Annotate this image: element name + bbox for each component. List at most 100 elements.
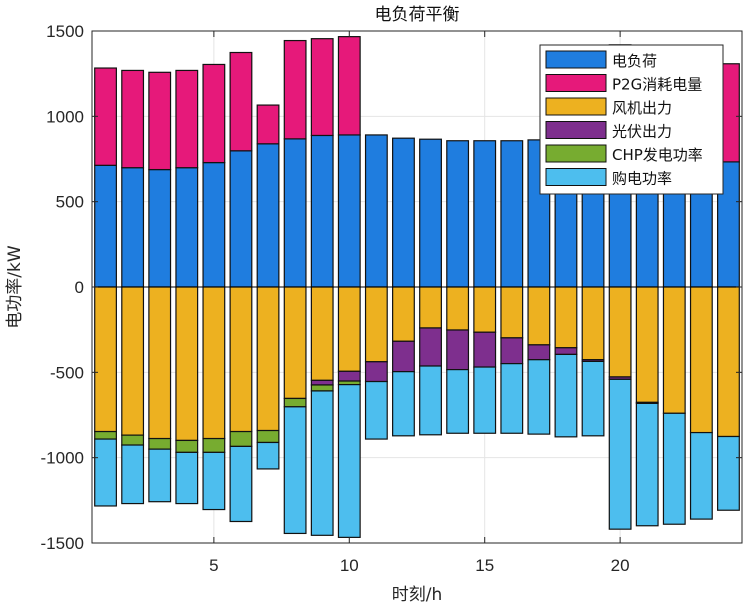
bar-segment xyxy=(337,286,361,372)
bar-segment xyxy=(229,150,253,288)
bar-segment xyxy=(554,353,578,438)
legend-label: 风机出力 xyxy=(612,99,672,117)
legend-label: CHP发电功率 xyxy=(612,146,703,164)
bar-segment xyxy=(473,366,497,434)
bar-segment xyxy=(364,380,388,440)
bar-segment xyxy=(202,286,226,440)
bar-segment xyxy=(419,286,442,329)
bar-segment xyxy=(419,365,442,436)
bar-segment xyxy=(662,412,686,525)
bar-segment xyxy=(337,384,361,538)
y-tick-label: -1000 xyxy=(41,449,84,468)
x-tick-label: 10 xyxy=(340,556,359,575)
bar-segment xyxy=(256,104,280,145)
bar-segment xyxy=(310,384,334,392)
bar-segment xyxy=(717,286,740,438)
bar-segment xyxy=(635,402,659,527)
bar-segment xyxy=(419,138,442,288)
bar-segment xyxy=(202,161,226,288)
bar-segment xyxy=(121,167,145,288)
legend-swatch xyxy=(545,144,607,163)
bar-segment xyxy=(446,140,470,288)
bar-segment xyxy=(364,286,388,363)
bar-segment xyxy=(175,167,199,288)
x-axis-label: 时刻/h xyxy=(392,585,443,605)
bar-segment xyxy=(256,441,280,470)
bar-segment xyxy=(364,134,388,288)
bar-segment xyxy=(121,286,145,436)
bar-segment xyxy=(148,168,172,288)
bar-segment xyxy=(419,327,442,367)
bar-segment xyxy=(310,134,334,288)
bar-segment xyxy=(283,397,307,408)
bar-segment xyxy=(689,431,713,520)
bar-segment xyxy=(337,36,361,136)
x-tick-label: 5 xyxy=(209,556,218,575)
bar-segment xyxy=(148,448,172,503)
bar-segment xyxy=(337,370,361,382)
bar-segment xyxy=(94,430,117,440)
bar-segment xyxy=(581,360,605,437)
y-tick-label: -500 xyxy=(50,363,84,382)
bar-segment xyxy=(310,286,334,381)
legend-swatch xyxy=(545,121,607,139)
bar-segment xyxy=(392,371,415,437)
legend-label: 购电功率 xyxy=(612,170,672,188)
bar-segment xyxy=(446,369,470,434)
bar-segment xyxy=(229,430,253,448)
x-tick-label: 20 xyxy=(611,556,630,575)
bar-segment xyxy=(283,286,307,400)
bar-segment xyxy=(364,361,388,383)
bar-segment xyxy=(554,286,578,349)
bar-segment xyxy=(473,140,497,288)
y-tick-label: 1000 xyxy=(46,107,84,126)
bar-segment xyxy=(121,69,145,169)
bar-segment xyxy=(310,390,334,536)
bar-segment xyxy=(94,164,117,288)
bar-segment xyxy=(148,286,172,440)
bar-segment xyxy=(446,329,470,371)
bar-segment xyxy=(527,344,551,361)
legend-swatch xyxy=(545,97,607,116)
bar-segment xyxy=(229,51,253,152)
bar-segment xyxy=(175,439,199,453)
bar-segment xyxy=(310,379,334,386)
bar-segment xyxy=(175,286,199,442)
bar-segment xyxy=(392,286,415,342)
bar-segment xyxy=(256,429,280,444)
bar-segment xyxy=(148,71,172,171)
legend-swatch xyxy=(545,74,607,92)
bar-segment xyxy=(229,445,253,523)
bar-segment xyxy=(689,286,713,434)
bar-segment xyxy=(392,340,415,373)
bar-segment xyxy=(581,286,605,361)
bar-segment xyxy=(527,286,551,346)
bar-segment xyxy=(256,143,280,288)
legend-swatch xyxy=(545,50,607,69)
bar-segment xyxy=(500,140,524,288)
bar-segment xyxy=(717,435,740,511)
legend-label: 电负荷 xyxy=(612,52,657,70)
bar-segment xyxy=(608,286,632,378)
bar-segment xyxy=(473,286,497,333)
y-tick-label: 0 xyxy=(75,278,84,297)
bar-segment xyxy=(283,39,307,140)
bar-segment xyxy=(202,451,226,511)
legend-label: P2G消耗电量 xyxy=(612,76,702,94)
bar-segment xyxy=(635,286,659,403)
bar-segment xyxy=(446,286,470,331)
bar-segment xyxy=(500,363,524,434)
bar-segment xyxy=(337,134,361,288)
bar-segment xyxy=(229,286,253,433)
bar-segment xyxy=(662,286,686,414)
bar-segment xyxy=(94,286,117,433)
y-tick-label: 500 xyxy=(56,193,84,212)
y-tick-label: -1500 xyxy=(41,534,84,553)
legend-swatch xyxy=(545,168,607,186)
bar-segment xyxy=(283,406,307,535)
bar-segment xyxy=(500,337,524,365)
axes: 5 10 15 20 -1500 -1000 -500 0 500 1000 1500 xyxy=(41,22,743,575)
bar-segment xyxy=(392,137,415,288)
